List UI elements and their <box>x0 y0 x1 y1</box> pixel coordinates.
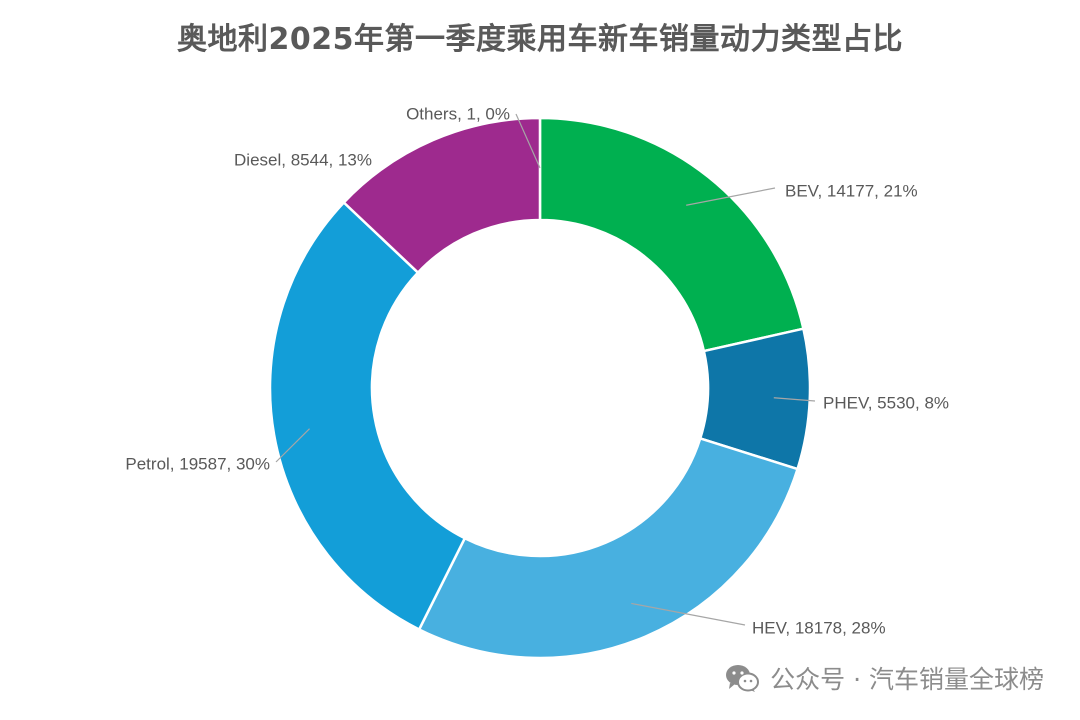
leader-line-bev <box>686 187 776 206</box>
chart-title: 奥地利2025年第一季度乘用车新车销量动力类型占比 <box>177 22 903 57</box>
leader-line-hev <box>631 602 746 626</box>
slice-petrol <box>268 200 467 632</box>
leader-line-phev <box>773 397 816 402</box>
data-label-diesel: Diesel, 8544, 13% <box>234 150 372 169</box>
wechat-icon <box>726 665 760 692</box>
data-label-hev: HEV, 18178, 28% <box>752 618 886 637</box>
data-label-bev: BEV, 14177, 21% <box>785 181 918 200</box>
data-label-others: Others, 1, 0% <box>406 104 510 123</box>
watermark: 公众号 · 汽车销量全球榜 <box>724 660 1044 696</box>
data-label-phev: PHEV, 5530, 8% <box>823 393 949 412</box>
watermark-text: 公众号 · 汽车销量全球榜 <box>770 665 1044 694</box>
leader-line-petrol <box>275 428 310 463</box>
slice-bev <box>538 116 805 353</box>
leader-lines-group <box>275 113 816 626</box>
data-labels-group: BEV, 14177, 21% PHEV, 5530, 8% HEV, 18178,… <box>125 104 949 637</box>
leader-line-others <box>515 113 541 169</box>
slice-hev <box>417 436 800 660</box>
slice-diesel <box>342 116 542 275</box>
data-label-petrol: Petrol, 19587, 30% <box>125 454 270 473</box>
slices-group <box>268 116 812 660</box>
